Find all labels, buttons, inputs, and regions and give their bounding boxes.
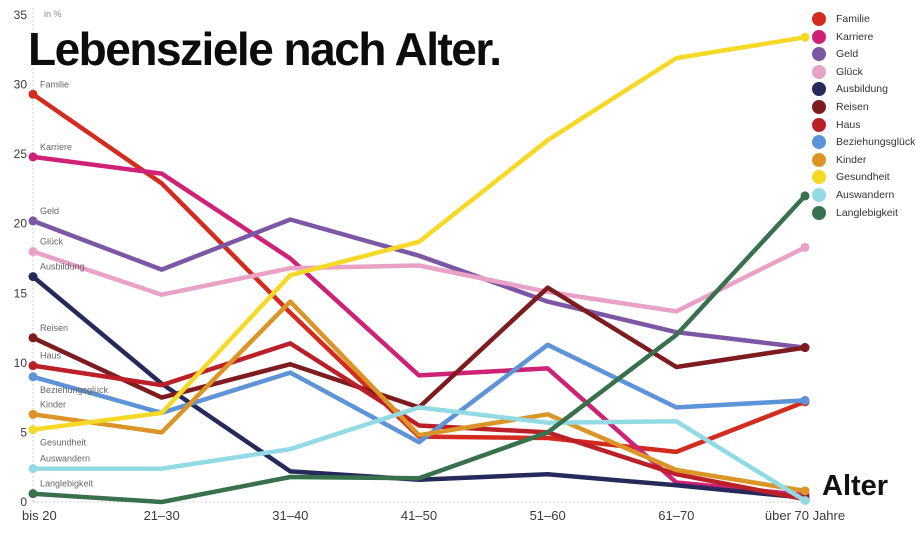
series-line-karriere bbox=[30, 154, 808, 498]
legend-label: Geld bbox=[836, 48, 859, 61]
y-tick-label: 15 bbox=[14, 286, 28, 300]
legend-label: Langlebigkeit bbox=[836, 206, 898, 219]
legend-color-dot-karriere bbox=[812, 29, 826, 44]
series-start-label-beziehungsgl-ck: Beziehungsglück bbox=[40, 385, 109, 395]
legend-color-dot-kinder bbox=[812, 152, 826, 167]
legend-label: Familie bbox=[836, 13, 870, 25]
legend-item-kinder: Kinder bbox=[812, 152, 915, 167]
series-start-dot-reisen bbox=[28, 333, 38, 343]
x-tick-label: bis 20 bbox=[22, 508, 57, 523]
series-start-dot-kinder bbox=[28, 409, 38, 419]
legend-color-dot-reisen bbox=[812, 99, 826, 114]
legend-color-dot-langlebigkeit bbox=[812, 205, 826, 220]
series-line-gl-ck bbox=[30, 245, 808, 314]
y-tick-label: 30 bbox=[14, 78, 28, 92]
chart-legend: Familie Karriere Geld Glück Ausbildung Reisen… bbox=[812, 12, 915, 220]
series-start-dot-haus bbox=[28, 361, 38, 371]
series-end-dot-auswandern bbox=[800, 496, 810, 506]
series-start-dot-auswandern bbox=[28, 464, 38, 474]
legend-color-dot-gesundheit bbox=[812, 170, 826, 185]
x-tick-label: über 70 Jahre bbox=[765, 508, 845, 523]
series-start-label-haus: Haus bbox=[40, 351, 62, 361]
x-tick-label: 21–30 bbox=[144, 508, 180, 523]
y-tick-label: 5 bbox=[20, 425, 27, 439]
legend-label: Karriere bbox=[836, 30, 874, 43]
series-start-dot-ausbildung bbox=[28, 272, 38, 282]
series-end-dot-kinder bbox=[800, 486, 810, 496]
series-start-label-karriere: Karriere bbox=[40, 142, 72, 152]
series-line-auswandern bbox=[30, 405, 808, 503]
x-tick-label: 61–70 bbox=[658, 508, 694, 523]
series-start-label-ausbildung: Ausbildung bbox=[40, 262, 85, 272]
series-start-label-reisen: Reisen bbox=[40, 323, 68, 333]
series-end-dot-beziehungsgl-ck bbox=[800, 395, 810, 405]
legend-label: Beziehungsglück bbox=[836, 136, 915, 149]
legend-item-langlebigkeit: Langlebigkeit bbox=[812, 205, 915, 220]
legend-color-dot-gl-ck bbox=[812, 64, 826, 79]
legend-color-dot-haus bbox=[812, 117, 826, 132]
chart-title: Lebensziele nach Alter. bbox=[28, 23, 502, 75]
series-line-geld bbox=[30, 217, 808, 350]
y-tick-label: 35 bbox=[14, 8, 28, 22]
series-start-dot-langlebigkeit bbox=[28, 489, 38, 499]
series-start-label-gesundheit: Gesundheit bbox=[40, 438, 87, 448]
legend-item-auswandern: Auswandern bbox=[812, 187, 915, 202]
legend-color-dot-familie bbox=[812, 12, 826, 26]
series-start-label-familie: Familie bbox=[40, 79, 69, 89]
y-axis-unit-label: in % bbox=[44, 9, 62, 19]
series-line-ausbildung bbox=[30, 274, 808, 501]
legend-label: Kinder bbox=[836, 153, 867, 166]
x-tick-label: 51–60 bbox=[530, 508, 566, 523]
legend-label: Reisen bbox=[836, 100, 869, 113]
y-tick-label: 10 bbox=[14, 356, 28, 370]
series-line-kinder bbox=[30, 299, 808, 494]
legend-item-karriere: Karriere bbox=[812, 29, 915, 44]
legend-item-gl-ck: Glück bbox=[812, 64, 915, 79]
series-end-dot-reisen bbox=[800, 343, 810, 353]
series-end-dot-gl-ck bbox=[800, 242, 810, 252]
x-axis-title: Alter bbox=[822, 470, 889, 502]
legend-color-dot-ausbildung bbox=[812, 82, 826, 97]
series-start-dot-familie bbox=[28, 89, 38, 99]
legend-item-haus: Haus bbox=[812, 117, 915, 132]
series-start-dot-beziehungsgl-ck bbox=[28, 372, 38, 382]
legend-item-familie: Familie bbox=[812, 12, 915, 26]
series-line-gesundheit bbox=[30, 35, 808, 432]
legend-label: Ausbildung bbox=[836, 83, 888, 96]
y-tick-label: 20 bbox=[14, 217, 28, 231]
series-end-dot-langlebigkeit bbox=[800, 191, 810, 201]
legend-color-dot-geld bbox=[812, 47, 826, 62]
legend-label: Haus bbox=[836, 118, 861, 131]
legend-item-geld: Geld bbox=[812, 47, 915, 62]
legend-color-dot-auswandern bbox=[812, 187, 826, 202]
legend-item-gesundheit: Gesundheit bbox=[812, 170, 915, 185]
series-start-label-langlebigkeit: Langlebigkeit bbox=[40, 479, 94, 489]
legend-label: Auswandern bbox=[836, 188, 895, 201]
y-tick-label: 0 bbox=[20, 495, 27, 509]
series-start-dot-geld bbox=[28, 216, 38, 226]
series-start-label-auswandern: Auswandern bbox=[40, 454, 90, 464]
series-start-dot-gesundheit bbox=[28, 425, 38, 435]
legend-item-reisen: Reisen bbox=[812, 99, 915, 114]
series-end-dot-gesundheit bbox=[800, 32, 810, 42]
legend-item-ausbildung: Ausbildung bbox=[812, 82, 915, 97]
series-start-label-geld: Geld bbox=[40, 206, 59, 216]
x-tick-label: 41–50 bbox=[401, 508, 437, 523]
y-tick-label: 25 bbox=[14, 147, 28, 161]
legend-item-beziehungsgl-ck: Beziehungsglück bbox=[812, 135, 915, 150]
series-start-label-kinder: Kinder bbox=[40, 399, 66, 409]
series-line-familie bbox=[30, 92, 808, 455]
series-start-dot-gl-ck bbox=[28, 247, 38, 257]
series-line-haus bbox=[30, 341, 808, 502]
legend-label: Glück bbox=[836, 65, 863, 78]
legend-color-dot-beziehungsgl-ck bbox=[812, 135, 826, 150]
series-start-label-gl-ck: Glück bbox=[40, 237, 64, 247]
x-tick-label: 31–40 bbox=[272, 508, 308, 523]
series-line-langlebigkeit bbox=[30, 193, 808, 505]
legend-label: Gesundheit bbox=[836, 171, 890, 184]
series-start-dot-karriere bbox=[28, 152, 38, 162]
